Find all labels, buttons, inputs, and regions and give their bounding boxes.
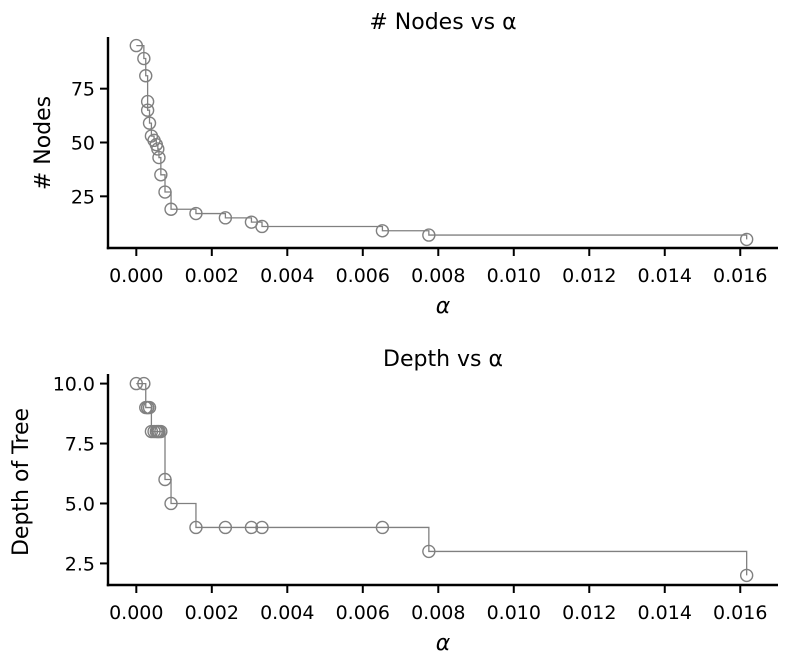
x-tick-label: 0.008 bbox=[411, 265, 465, 287]
data-point bbox=[218, 211, 233, 225]
data-point bbox=[142, 116, 157, 130]
data-point bbox=[189, 206, 203, 221]
data-point bbox=[140, 103, 155, 117]
x-tick-label: 0.000 bbox=[109, 602, 163, 624]
data-point bbox=[140, 94, 155, 109]
chart-title: Depth vs α bbox=[383, 347, 503, 372]
y-tick-label: 75 bbox=[71, 79, 95, 101]
x-axis-label: α bbox=[436, 294, 451, 319]
series-step-line bbox=[136, 44, 748, 240]
data-point bbox=[137, 51, 151, 66]
x-tick-label: 0.004 bbox=[260, 265, 314, 287]
x-axis-label: α bbox=[436, 631, 451, 656]
y-tick-label: 25 bbox=[71, 186, 95, 208]
x-tick-label: 0.006 bbox=[336, 265, 390, 287]
x-tick-label: 0.010 bbox=[487, 602, 541, 624]
depth-vs-alpha-panel: Depth vs α α Depth of Tree 0.000 0.002 0.0… bbox=[9, 347, 778, 656]
x-tick-label: 0.012 bbox=[562, 265, 616, 287]
x-tick-label: 0.010 bbox=[487, 265, 541, 287]
y-tick-label: 2.5 bbox=[65, 553, 95, 575]
x-tick-label: 0.004 bbox=[260, 602, 314, 624]
data-point bbox=[164, 496, 178, 511]
x-tick-label: 0.002 bbox=[185, 265, 239, 287]
x-tick-label: 0.006 bbox=[336, 602, 390, 624]
data-point bbox=[154, 424, 168, 439]
x-tick-label: 0.002 bbox=[185, 602, 239, 624]
data-point bbox=[151, 142, 165, 156]
data-point bbox=[255, 219, 269, 234]
nodes-vs-alpha-panel: # Nodes vs α α # Nodes 0.000 0.002 0.004 0.… bbox=[31, 10, 778, 319]
y-tick-label: 50 bbox=[71, 133, 95, 155]
y-tick-label: 7.5 bbox=[65, 434, 95, 456]
x-tick-label: 0.016 bbox=[713, 265, 767, 287]
data-point bbox=[152, 150, 166, 165]
data-point bbox=[375, 224, 390, 238]
data-point bbox=[255, 520, 269, 535]
data-point bbox=[142, 400, 157, 415]
data-point bbox=[139, 69, 153, 83]
data-point bbox=[422, 228, 436, 242]
data-point bbox=[375, 520, 390, 535]
y-axis-label: # Nodes bbox=[31, 96, 56, 190]
x-tick-label: 0.000 bbox=[109, 265, 163, 287]
data-point bbox=[739, 568, 754, 583]
y-tick-label: 10.0 bbox=[53, 374, 95, 396]
data-point bbox=[154, 168, 168, 182]
x-tick-label: 0.014 bbox=[638, 602, 692, 624]
data-point bbox=[189, 520, 203, 535]
x-tick-label: 0.014 bbox=[638, 265, 692, 287]
data-point bbox=[422, 544, 436, 559]
x-tick-label: 0.016 bbox=[713, 602, 767, 624]
series-step-line bbox=[136, 382, 748, 576]
data-point bbox=[218, 520, 233, 535]
data-point bbox=[129, 38, 144, 53]
data-point bbox=[137, 376, 151, 391]
data-point bbox=[158, 185, 172, 199]
y-axis-label: Depth of Tree bbox=[9, 408, 34, 556]
data-point bbox=[158, 472, 172, 487]
x-tick-label: 0.008 bbox=[411, 602, 465, 624]
data-point bbox=[244, 520, 259, 535]
x-tick-label: 0.012 bbox=[562, 602, 616, 624]
data-point bbox=[129, 376, 144, 391]
data-point bbox=[164, 202, 178, 216]
data-point bbox=[739, 232, 754, 247]
y-tick-label: 5.0 bbox=[65, 493, 95, 515]
chart-title: # Nodes vs α bbox=[369, 10, 516, 35]
